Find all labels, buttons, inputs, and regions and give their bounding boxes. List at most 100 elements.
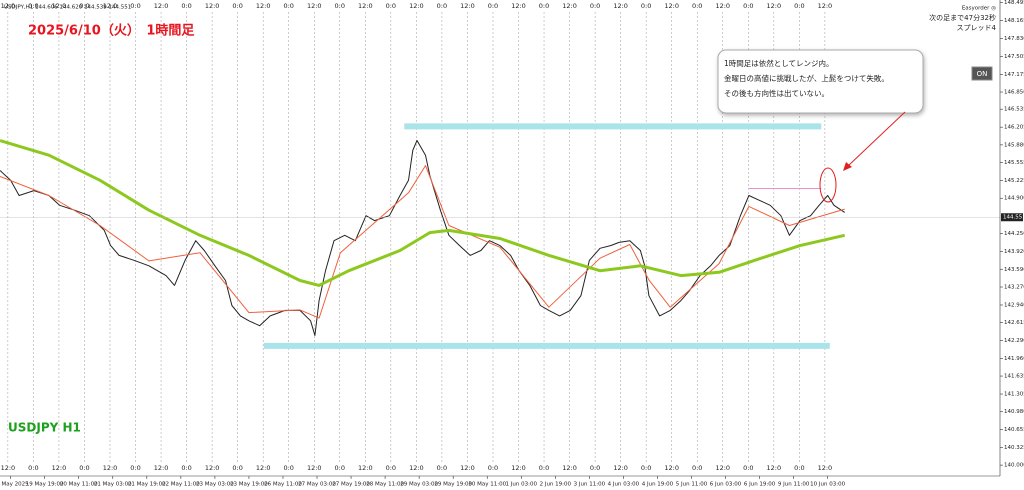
y-tick-label: 140.000	[1004, 463, 1024, 469]
session-label: 0:0	[386, 2, 396, 10]
session-label: 12:0	[664, 2, 679, 10]
session-label: 12:0	[52, 2, 67, 10]
x-tick-label: 22 May 11:00	[162, 482, 200, 488]
session-label: 12:0	[460, 2, 475, 10]
x-tick-label: 20 May 11:00	[60, 482, 98, 488]
session-label: 12:0	[664, 464, 679, 472]
session-label: 12:0	[358, 464, 373, 472]
x-tick-label: 2 Jun 19:00	[540, 482, 572, 488]
y-tick-label: 141.960	[1004, 356, 1024, 362]
session-label: 12:0	[358, 2, 373, 10]
session-label: 0:0	[28, 2, 38, 10]
session-label: 0:0	[641, 464, 651, 472]
y-tick-label: 147.175	[1004, 72, 1024, 78]
session-label: 12:0	[1, 2, 16, 10]
current-price-label: 144.551	[1003, 215, 1024, 221]
x-tick-label: 23 May 03:00	[196, 482, 234, 488]
series-line	[0, 165, 845, 319]
y-tick-label: 142.290	[1004, 338, 1024, 344]
x-tick-label: 21 May 19:00	[128, 482, 166, 488]
x-tick-label: 19 May 2025	[0, 482, 29, 488]
y-tick-label: 146.535	[1004, 107, 1024, 113]
plot	[0, 123, 1000, 349]
y-tick-label: 145.880	[1004, 142, 1024, 148]
y-tick-label: 144.250	[1004, 231, 1024, 237]
x-tick-label: 29 May 03:00	[400, 482, 438, 488]
session-label: 0:0	[181, 2, 191, 10]
y-tick-label: 146.850	[1004, 90, 1024, 96]
session-label: 0:0	[232, 2, 242, 10]
session-label: 12:0	[562, 464, 577, 472]
session-label: 0:0	[232, 464, 242, 472]
session-label: 0:0	[743, 2, 753, 10]
session-label: 0:0	[335, 2, 345, 10]
session-label: 0:0	[181, 464, 191, 472]
session-label: 12:0	[205, 2, 220, 10]
session-label: 12:0	[613, 2, 628, 10]
x-tick-label: 29 May 19:00	[434, 482, 472, 488]
panel-timer: 次の足まで47分32秒	[929, 13, 996, 22]
on-button-bg[interactable]	[971, 66, 993, 81]
y-tick-label: 147.505	[1004, 54, 1024, 60]
session-label: 0:0	[79, 2, 89, 10]
series-line	[0, 139, 846, 287]
y-tick-label: 141.305	[1004, 392, 1024, 398]
callout-arrow	[847, 111, 906, 167]
session-label: 12:0	[460, 464, 475, 472]
session-label: 0:0	[743, 464, 753, 472]
y-tick-label: 147.830	[1004, 36, 1024, 42]
callout-arrowhead	[843, 162, 852, 171]
session-label: 0:0	[641, 2, 651, 10]
callout-box	[717, 49, 924, 114]
session-label: 0:0	[28, 464, 38, 472]
y-tick-label: 141.635	[1004, 374, 1024, 380]
session-label: 0:0	[539, 464, 549, 472]
x-tick-label: 19 May 19:00	[26, 482, 64, 488]
session-label: 12:0	[613, 464, 628, 472]
session-label: 0:0	[79, 464, 89, 472]
session-grid	[7, 12, 826, 462]
y-tick-label: 140.655	[1004, 427, 1024, 433]
y-tick-label: 142.940	[1004, 302, 1024, 308]
session-label: 12:0	[256, 464, 271, 472]
panel-name: Easyorder ◎	[962, 6, 996, 12]
session-label: 12:0	[767, 464, 782, 472]
y-tick-label: 143.596	[1004, 267, 1024, 273]
chart-title: 2025/6/10（火） 1時間足	[28, 23, 195, 39]
session-label: 12:0	[818, 2, 833, 10]
session-label: 0:0	[488, 464, 498, 472]
session-label: 0:0	[590, 464, 600, 472]
x-tick-label: 9 Jun 11:00	[778, 482, 810, 488]
session-label: 12:0	[818, 464, 833, 472]
x-tick-label: 21 May 03:00	[94, 482, 132, 488]
x-tick-label: 4 Jun 03:00	[608, 482, 640, 488]
session-label: 0:0	[130, 464, 140, 472]
x-tick-label: 6 Jun 19:00	[744, 482, 776, 488]
watermark: USDJPY H1	[8, 421, 81, 435]
highlight-ellipse	[819, 167, 837, 203]
session-label: 0:0	[283, 2, 293, 10]
session-label: 0:0	[130, 2, 140, 10]
session-label: 12:0	[767, 2, 782, 10]
session-label: 12:0	[715, 2, 730, 10]
on-button-label[interactable]: ON	[977, 70, 988, 78]
y-tick-label: 140.325	[1004, 445, 1024, 451]
x-tick-label: 27 May 19:00	[332, 482, 370, 488]
x-tick-label: 1 Jun 03:00	[506, 482, 538, 488]
y-tick-label: 145.555	[1004, 160, 1024, 166]
x-tick-label: 6 Jun 03:00	[710, 482, 742, 488]
session-label: 12:0	[205, 464, 220, 472]
session-label: 0:0	[794, 2, 804, 10]
y-tick-label: 148.495	[1004, 0, 1024, 6]
y-tick-label: 143.920	[1004, 249, 1024, 255]
session-label: 12:0	[511, 2, 526, 10]
series-line	[0, 140, 845, 336]
session-label: 12:0	[511, 464, 526, 472]
session-label: 12:0	[103, 464, 118, 472]
callout-line: その後も方向性は出ていない。	[724, 88, 829, 98]
session-label: 12:0	[409, 2, 424, 10]
on-button[interactable]: ON	[971, 66, 993, 81]
session-label: 12:0	[256, 2, 271, 10]
session-label: 0:0	[539, 2, 549, 10]
